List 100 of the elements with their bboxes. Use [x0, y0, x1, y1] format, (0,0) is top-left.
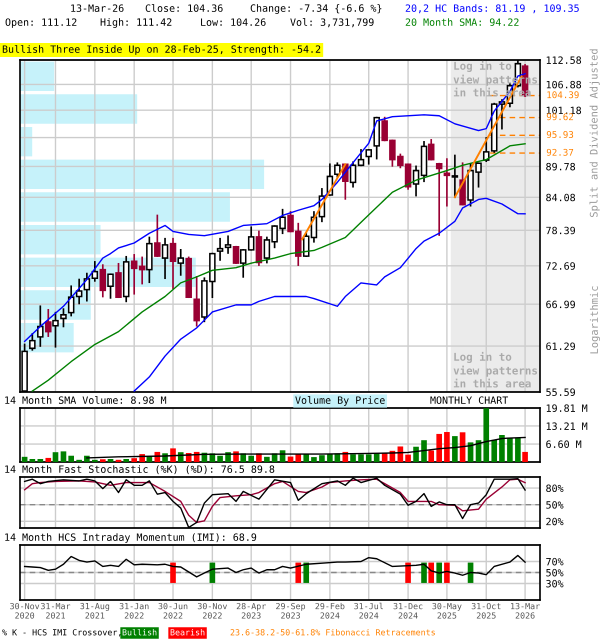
bar — [22, 456, 28, 462]
bar — [60, 451, 66, 462]
chart-title: 14 Month Fast Stochastic (%K) (%D): 76.5 89.8 — [5, 465, 274, 474]
text: Bullish — [122, 628, 156, 636]
candlestick — [29, 333, 36, 351]
bar — [499, 435, 505, 462]
x-tick-label: 30-Nov 2020 — [10, 602, 40, 619]
bar — [452, 436, 458, 462]
bar — [515, 437, 521, 462]
bar — [311, 457, 317, 462]
bar — [38, 459, 44, 462]
bar — [444, 432, 450, 462]
bar — [507, 438, 513, 462]
y-tick-label: 106.88 — [546, 80, 582, 88]
candlestick — [232, 246, 240, 264]
text: 20,2 HC Bands: 81.19 , 109.35 — [406, 4, 579, 14]
candlestick — [452, 154, 458, 198]
y-tick-label: 80% — [546, 484, 564, 492]
text: 23.6-38.2-50-61.8% Fibonacci Retracements — [230, 628, 435, 636]
bar — [108, 459, 114, 462]
bar — [217, 456, 223, 462]
text: % K - HCS IMI Crossover, — [2, 629, 120, 636]
candlestick — [37, 305, 44, 347]
candlestick — [162, 238, 168, 280]
text: Logarithmic — [590, 286, 600, 354]
x-tick-label: 31-Aug 2021 — [80, 602, 110, 619]
line-series — [86, 436, 526, 459]
bar — [264, 456, 270, 462]
y-tick-label: 84.08 — [546, 194, 576, 202]
x-tick-label: 30-May 2025 — [432, 602, 462, 619]
y-tick-label: 70% — [546, 558, 564, 566]
text: Volume By Price — [295, 396, 385, 406]
candlestick — [170, 238, 176, 290]
bar — [100, 459, 106, 462]
bar — [468, 442, 474, 462]
x-tick-label: 31-Jul 2024 — [354, 602, 383, 619]
bar — [366, 454, 372, 462]
candlestick — [365, 149, 372, 165]
candlestick — [193, 276, 200, 327]
y-tick-label: 61.29 — [546, 342, 575, 350]
bar — [288, 456, 294, 462]
x-tick-label: 31-Oct 2025 — [472, 602, 500, 619]
bar — [483, 408, 490, 462]
ref-line-label: 99.62 — [546, 113, 574, 120]
chart-title: 14 Month SMA Volume: 8.98 M — [5, 396, 166, 404]
bar — [123, 459, 130, 462]
text: 13-Mar-26 — [71, 4, 124, 12]
y-tick-label: 55.59 — [546, 388, 575, 396]
ref-line-label: 92.37 — [546, 148, 574, 156]
y-tick-label: 20% — [546, 518, 564, 526]
y-tick-label: 112.58 — [546, 56, 582, 64]
bar — [405, 454, 411, 462]
candlestick — [224, 235, 232, 254]
y-tick-label: 89.78 — [546, 162, 576, 170]
y-tick-label: 101.18 — [546, 106, 582, 114]
bar — [45, 458, 52, 462]
y-tick-label: 19.81 M — [546, 404, 588, 412]
candlestick — [334, 162, 341, 178]
text: Bearish — [170, 628, 204, 636]
bar — [476, 440, 482, 462]
bar — [428, 450, 434, 462]
bar — [460, 432, 466, 462]
x-tick-label: 31-Mar 2021 — [40, 602, 70, 619]
candlestick — [107, 273, 114, 299]
bar — [491, 440, 498, 462]
bar — [327, 454, 333, 462]
text: Close: 104.36 — [146, 4, 223, 12]
candlestick — [436, 162, 442, 236]
x-tick-label: 30-Nov 2022 — [198, 602, 228, 619]
x-tick-label: 31-Jan 2022 — [120, 602, 148, 619]
annotation: Log in to view patterns in this area — [454, 352, 538, 388]
y-tick-label: 50% — [546, 501, 564, 509]
bar — [413, 446, 419, 462]
bar — [131, 458, 137, 462]
x-tick-label: 29-Feb 2024 — [315, 602, 344, 619]
y-tick-label: 78.39 — [546, 226, 575, 234]
candlestick — [60, 308, 67, 328]
x-tick-label: 28-Apr 2023 — [236, 602, 266, 619]
bar — [20, 160, 264, 190]
bar — [68, 456, 74, 462]
y-tick-label: 66.99 — [546, 300, 575, 308]
bar — [319, 455, 325, 462]
text: Change: -7.34 {-6.6 %} — [250, 4, 382, 14]
line-series — [24, 554, 526, 578]
bar — [30, 459, 36, 462]
candlestick — [100, 264, 106, 298]
candlestick — [216, 238, 224, 261]
candlestick — [45, 308, 52, 337]
y-tick-label: 72.69 — [546, 262, 575, 270]
text: Low: 104.26 — [201, 18, 266, 26]
bar — [358, 454, 364, 462]
text: MONTHLY CHART — [430, 396, 508, 404]
text: Open: 111.12 — [6, 18, 76, 28]
x-tick-label: 29-Sep 2023 — [276, 602, 306, 619]
candlestick — [52, 312, 59, 348]
bar — [522, 452, 528, 462]
ref-line-label: 95.93 — [546, 131, 574, 138]
bar — [350, 454, 356, 462]
bar — [436, 434, 442, 462]
text: 20 Month SMA: 94.22 — [406, 18, 519, 26]
